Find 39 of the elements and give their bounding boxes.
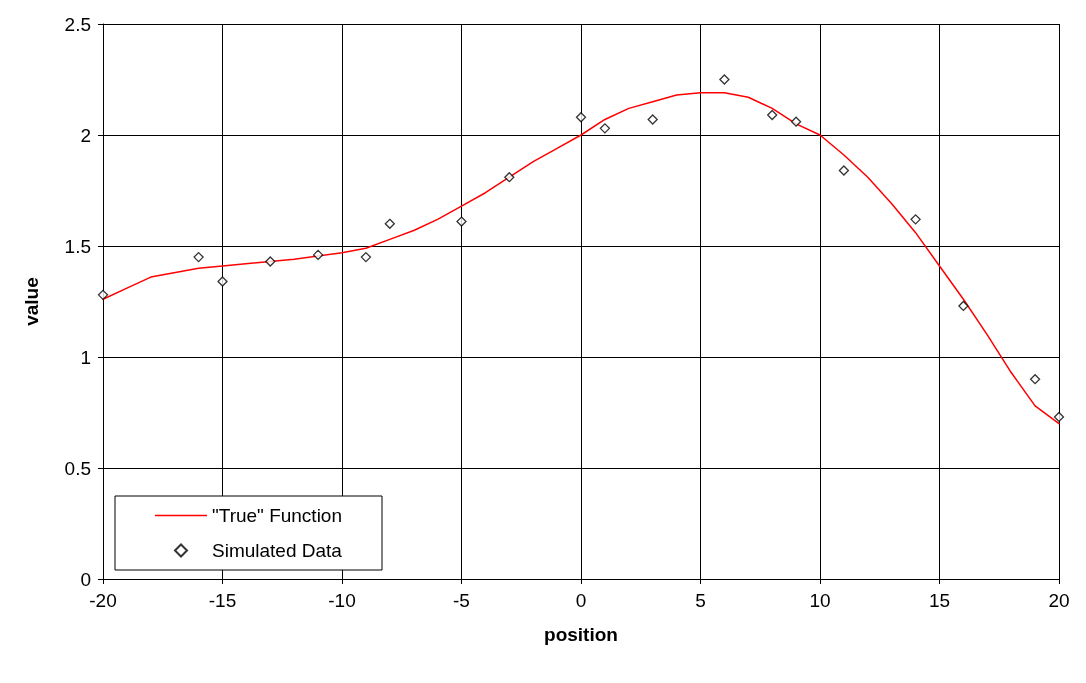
point <box>360 251 372 263</box>
point <box>312 249 324 261</box>
point <box>767 109 778 121</box>
y-tick-label: 1 <box>80 346 91 368</box>
x-tick-label: -20 <box>89 590 117 611</box>
x-tick-label: 10 <box>809 590 831 611</box>
point <box>838 165 850 176</box>
point <box>217 276 228 287</box>
point <box>719 74 730 85</box>
point <box>97 289 109 300</box>
x-axis-title: position <box>544 624 618 645</box>
point <box>456 216 467 227</box>
point <box>504 172 515 183</box>
x-tick-label: -15 <box>208 590 237 611</box>
x-tick-label: -10 <box>328 590 356 611</box>
point <box>193 251 204 263</box>
y-tick-label: 0 <box>80 568 91 590</box>
legend-label: Simulated Data <box>212 540 343 561</box>
x-tick-label: 15 <box>928 590 951 611</box>
y-tick-label: 2.5 <box>64 13 91 35</box>
x-tick-label: 5 <box>695 590 706 611</box>
x-tick-label: 0 <box>575 590 587 611</box>
point <box>1029 374 1041 385</box>
point <box>575 112 587 123</box>
point <box>790 116 802 127</box>
y-axis-title: value <box>21 277 42 326</box>
point <box>958 300 969 312</box>
legend-label: "True" Function <box>212 505 343 526</box>
x-tick-label: 20 <box>1048 590 1070 611</box>
point <box>910 214 921 225</box>
point <box>1053 411 1065 423</box>
y-tick-label: 0.5 <box>64 457 91 479</box>
y-tick-label: 2 <box>80 124 91 146</box>
y-tick-label: 1.5 <box>64 235 91 257</box>
x-tick-label: -5 <box>453 590 470 611</box>
point <box>384 218 395 229</box>
point <box>599 123 611 134</box>
point <box>647 114 658 125</box>
point <box>265 256 276 267</box>
